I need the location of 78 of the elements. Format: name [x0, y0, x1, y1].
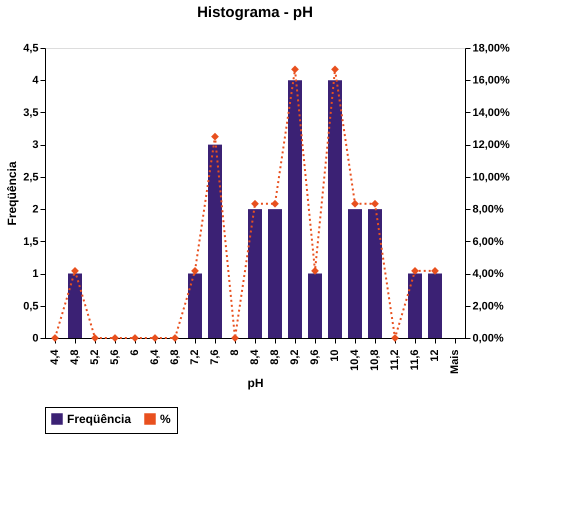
y2-tick-label: 14,00%	[472, 106, 510, 119]
x-tick-label: 10,8	[369, 350, 381, 371]
bar	[288, 80, 302, 338]
bar	[348, 209, 362, 338]
point	[191, 266, 199, 275]
x-tick-label: 12	[429, 350, 441, 362]
point	[251, 200, 259, 208]
y-tick-label: 1	[32, 268, 38, 280]
point	[171, 334, 179, 342]
y2-tick-label: 6,00%	[472, 236, 504, 248]
bar	[208, 144, 222, 338]
point	[231, 334, 239, 342]
point	[291, 66, 299, 74]
legend-label: Freqüência	[67, 412, 132, 426]
bar	[68, 274, 82, 338]
x-tick-label: Mais	[449, 350, 461, 374]
x-tick-label: 6	[129, 350, 141, 356]
x-tick-label: 10,4	[349, 348, 361, 371]
point	[431, 266, 439, 275]
x-tick-label: 8	[229, 350, 241, 356]
bar	[428, 274, 442, 338]
bar	[328, 80, 342, 338]
point	[151, 334, 159, 342]
y-tick-label: 2	[32, 204, 38, 216]
y2-tick-label: 4,00%	[472, 268, 504, 280]
point	[391, 334, 399, 342]
y2-tick-label: 2,00%	[472, 300, 504, 312]
point	[91, 334, 99, 342]
y2-tick-label: 0,00%	[472, 332, 504, 344]
y-tick-label: 0,5	[23, 300, 38, 312]
point	[411, 266, 419, 275]
point	[271, 200, 279, 208]
point	[331, 66, 339, 74]
legend-label: %	[160, 412, 171, 426]
x-tick-label: 5,6	[109, 350, 121, 365]
x-tick-label: 9,2	[289, 350, 301, 365]
y2-tick-label: 10,00%	[472, 171, 510, 184]
x-tick-label: 5,2	[89, 350, 101, 365]
x-tick-label: 9,6	[309, 350, 321, 365]
point	[131, 334, 139, 342]
y-axis-title: Freqüência	[5, 161, 20, 226]
y2-tick-label: 16,00%	[472, 74, 510, 87]
point	[71, 266, 79, 275]
x-tick-label: 6,8	[169, 350, 181, 365]
y2-tick-label: 12,00%	[472, 139, 510, 152]
point	[111, 334, 119, 342]
bar	[368, 209, 382, 338]
x-tick-label: 6,4	[149, 348, 161, 365]
y-tick-label: 4,5	[23, 42, 38, 54]
y-tick-label: 3,5	[23, 106, 38, 119]
x-tick-label: 10	[329, 350, 341, 362]
point	[211, 132, 219, 140]
point	[311, 266, 319, 275]
y-tick-label: 0	[32, 332, 38, 344]
x-tick-label: 11,2	[389, 350, 401, 370]
y2-tick-label: 18,00%	[472, 42, 510, 54]
bar	[268, 209, 282, 338]
y2-tick-label: 8,00%	[472, 204, 504, 216]
point	[371, 200, 379, 208]
x-tick-label: 8,4	[249, 348, 261, 365]
x-tick-label: 4,4	[49, 348, 61, 365]
x-tick-label: 7,6	[209, 350, 221, 365]
bar	[408, 274, 422, 338]
y-tick-label: 1,5	[23, 236, 38, 248]
point	[351, 200, 359, 208]
chart-title: Histograma - pH	[197, 4, 313, 21]
x-tick-label: 11,6	[409, 350, 421, 370]
bar	[248, 209, 262, 338]
bar	[188, 274, 202, 338]
x-tick-label: 7,2	[189, 350, 201, 365]
y-tick-label: 2,5	[23, 171, 38, 184]
y-tick-label: 3	[32, 139, 38, 152]
x-axis-title: pH	[248, 376, 264, 390]
y-tick-label: 4	[32, 74, 40, 87]
x-tick-label: 8,8	[269, 350, 281, 365]
x-tick-label: 4,8	[69, 350, 81, 365]
bar	[308, 274, 322, 338]
point	[51, 334, 59, 342]
